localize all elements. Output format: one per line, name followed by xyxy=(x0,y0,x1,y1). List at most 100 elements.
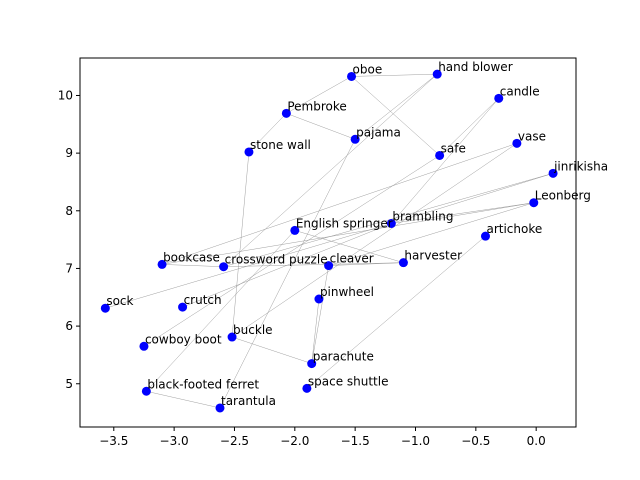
edge-hand-blower-crossword-puzzle xyxy=(223,73,438,267)
edge-jinrikisha-brambling xyxy=(391,173,554,224)
edge-buckle-parachute xyxy=(231,336,312,364)
edge-hand-blower-pajama xyxy=(354,73,438,140)
point-label-leonberg: Leonberg xyxy=(535,189,591,203)
y-tick-label: 8 xyxy=(65,204,73,218)
x-tick-label: −3.5 xyxy=(99,434,128,448)
point-cowboy-boot xyxy=(139,341,149,351)
point-label-pinwheel: pinwheel xyxy=(320,285,374,299)
point-label-sock: sock xyxy=(106,294,133,308)
point-jinrikisha xyxy=(548,168,558,178)
point-label-pajama: pajama xyxy=(356,125,401,139)
point-label-parachute: parachute xyxy=(313,350,374,364)
points-layer xyxy=(100,69,558,413)
edge-bookcase-crossword-puzzle xyxy=(162,264,224,267)
point-label-harvester: harvester xyxy=(404,249,462,263)
point-label-pembroke: Pembroke xyxy=(287,99,346,113)
point-label-artichoke: artichoke xyxy=(486,222,542,236)
edge-pembroke-stone-wall xyxy=(248,113,287,153)
labels-layer: oboe hand blower candle Pembroke pajama stone… xyxy=(106,60,608,408)
point-label-jinrikisha: jinrikisha xyxy=(553,159,608,173)
edge-oboe-safe xyxy=(351,76,440,156)
point-label-candle: candle xyxy=(500,84,540,98)
point-label-stone-wall: stone wall xyxy=(250,138,311,152)
y-tick-label: 7 xyxy=(65,261,73,275)
x-axis: −3.5 −3.0 −2.5 −2.0 −1.5 −1.0 −0.5 0.0 xyxy=(99,427,546,448)
y-tick-label: 10 xyxy=(58,88,73,102)
edges-layer xyxy=(105,73,554,409)
point-cleaver xyxy=(324,261,334,271)
point-buckle xyxy=(227,332,237,342)
x-tick-label: −2.0 xyxy=(280,434,309,448)
edge-vase-buckle xyxy=(231,143,518,338)
point-hand-blower xyxy=(432,69,442,79)
point-harvester xyxy=(398,258,408,268)
point-bookcase xyxy=(157,259,167,269)
point-label-vase: vase xyxy=(518,129,546,143)
point-crutch xyxy=(178,302,188,312)
edge-leonberg-cleaver xyxy=(328,202,534,266)
edge-oboe-pembroke xyxy=(286,76,352,114)
point-sock xyxy=(100,303,110,313)
point-label-safe: safe xyxy=(441,141,466,155)
point-label-brambling: brambling xyxy=(392,209,453,223)
edge-vase-bookcase xyxy=(161,143,517,265)
point-brambling xyxy=(386,218,396,228)
y-tick-label: 5 xyxy=(65,377,73,391)
edge-candle-brambling xyxy=(391,98,499,224)
edge-black-footed-ferret-tarantula xyxy=(146,391,221,409)
x-tick-label: −2.5 xyxy=(220,434,249,448)
y-tick-label: 9 xyxy=(65,146,73,160)
point-parachute xyxy=(307,359,317,369)
point-label-english-springer: English springer xyxy=(296,216,393,230)
point-label-oboe: oboe xyxy=(353,62,383,76)
edge-leonberg-brambling xyxy=(391,202,534,224)
point-pembroke xyxy=(281,108,291,118)
point-space-shuttle xyxy=(302,383,312,393)
point-label-tarantula: tarantula xyxy=(221,394,276,408)
edge-jinrikisha-crossword-puzzle xyxy=(223,173,554,267)
edge-pajama-tarantula xyxy=(219,139,356,409)
edge-stone-wall-buckle xyxy=(231,151,250,338)
edge-candle-safe xyxy=(439,98,499,156)
point-label-black-footed-ferret: black-footed ferret xyxy=(147,377,259,391)
x-tick-label: −3.0 xyxy=(160,434,189,448)
edge-pinwheel-parachute xyxy=(311,298,320,364)
y-tick-label: 6 xyxy=(65,319,73,333)
point-label-cleaver: cleaver xyxy=(330,252,374,266)
point-stone-wall xyxy=(244,147,254,157)
point-label-cowboy-boot: cowboy boot xyxy=(145,332,222,346)
point-black-footed-ferret xyxy=(141,386,151,396)
point-label-bookcase: bookcase xyxy=(163,250,220,264)
edge-english-springer-harvester xyxy=(294,230,404,263)
edge-pembroke-pajama xyxy=(286,113,356,140)
point-label-buckle: buckle xyxy=(233,323,273,337)
edge-leonberg-bookcase xyxy=(162,202,534,265)
edge-artichoke-space-shuttle xyxy=(306,235,486,389)
point-tarantula xyxy=(215,403,225,413)
point-candle xyxy=(494,93,504,103)
x-tick-label: −0.5 xyxy=(461,434,490,448)
edge-cleaver-parachute xyxy=(311,265,329,364)
point-leonberg xyxy=(529,198,539,208)
point-label-crossword-puzzle: crossword puzzle xyxy=(225,253,328,267)
point-oboe xyxy=(347,71,357,81)
edge-harvester-crossword-puzzle xyxy=(223,262,404,267)
point-artichoke xyxy=(480,231,490,241)
point-pinwheel xyxy=(314,294,324,304)
point-label-space-shuttle: space shuttle xyxy=(308,374,389,388)
plot-frame xyxy=(79,57,577,428)
x-tick-label: 0.0 xyxy=(527,434,546,448)
point-vase xyxy=(512,138,522,148)
y-axis: 5 6 7 8 9 10 xyxy=(58,88,80,391)
edge-brambling-sock xyxy=(105,223,392,309)
point-label-hand-blower: hand blower xyxy=(438,60,512,74)
point-pajama xyxy=(350,134,360,144)
point-label-crutch: crutch xyxy=(184,293,222,307)
x-tick-label: −1.0 xyxy=(401,434,430,448)
point-english-springer xyxy=(290,225,300,235)
edge-oboe-hand-blower xyxy=(351,73,438,77)
point-safe xyxy=(435,150,445,160)
edge-english-springer-black-footed-ferret xyxy=(146,230,295,392)
edge-safe-cowboy-boot xyxy=(143,155,440,347)
